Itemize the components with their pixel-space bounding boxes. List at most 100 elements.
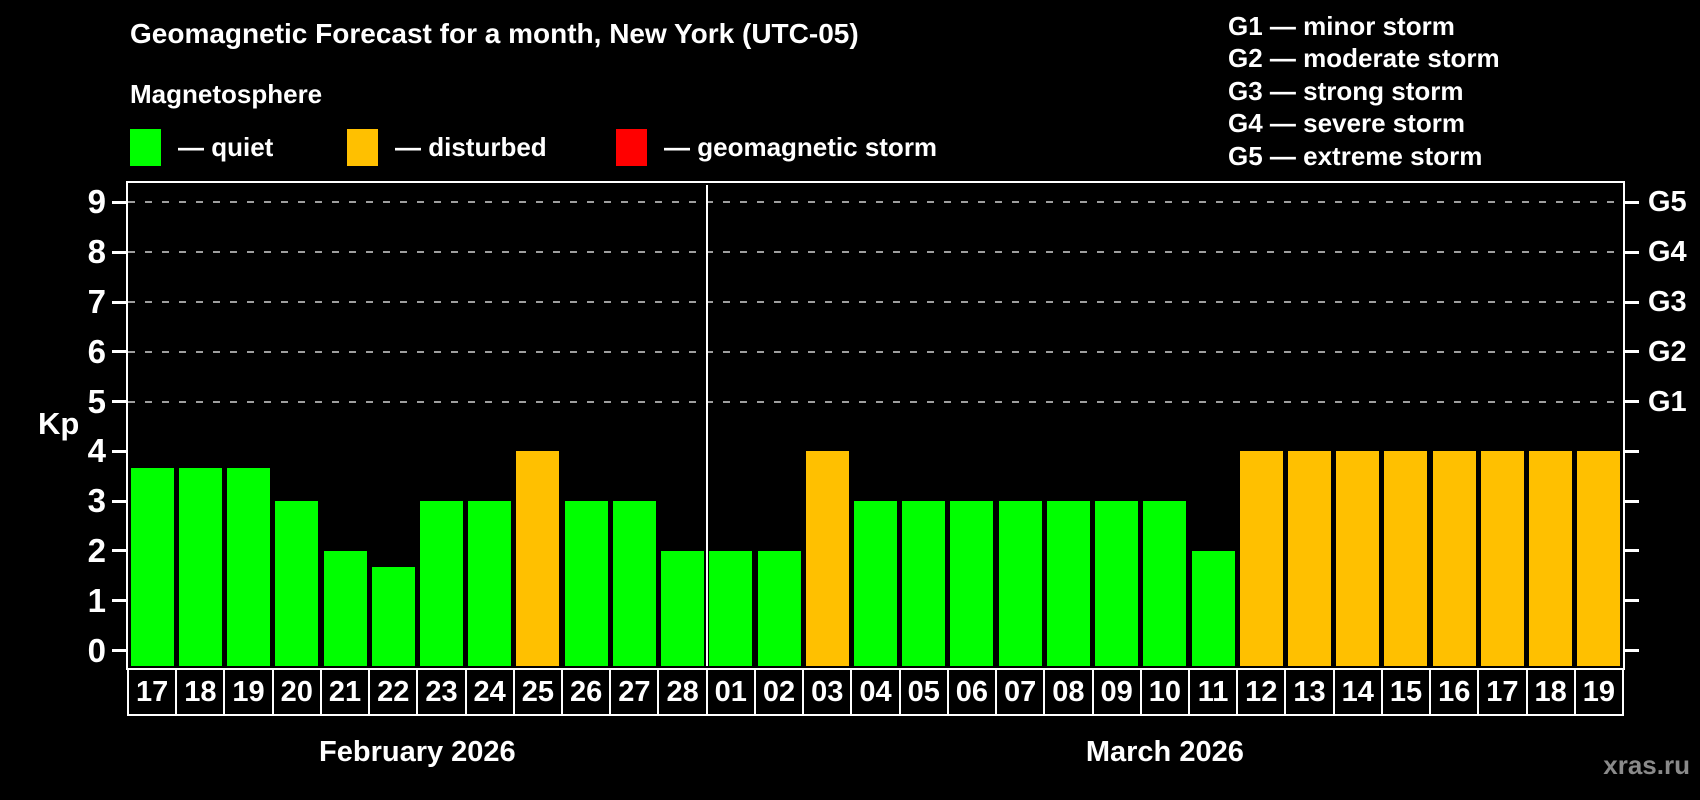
day-label-19: 19 xyxy=(223,668,274,716)
y-tick-label-9: 9 xyxy=(87,183,106,221)
right-axis-label-g4: G4 xyxy=(1648,236,1687,269)
bar-march-19 xyxy=(1577,451,1621,666)
right-axis-label-g3: G3 xyxy=(1648,286,1687,318)
legend-label-disturbed: — disturbed xyxy=(395,131,547,162)
left-axis-tick-9 xyxy=(112,200,127,204)
bar-march-09 xyxy=(1095,501,1139,666)
bar-march-04 xyxy=(854,501,897,666)
day-label-25: 25 xyxy=(512,668,564,716)
day-label-15: 15 xyxy=(1380,668,1432,716)
legend-item-disturbed: — disturbed xyxy=(347,127,547,167)
day-label-13: 13 xyxy=(1284,668,1335,716)
right-axis-tick-9 xyxy=(1624,200,1639,204)
y-tick-label-2: 2 xyxy=(87,531,106,569)
day-label-06: 06 xyxy=(946,668,998,716)
month-label-march: March 2026 xyxy=(1085,736,1244,768)
g-scale-legend: G1 — minor storm G2 — moderate storm G3 … xyxy=(1228,10,1500,172)
day-label-23: 23 xyxy=(416,668,467,716)
y-tick-label-1: 1 xyxy=(87,581,106,619)
bar-march-12 xyxy=(1239,451,1283,666)
bar-march-03 xyxy=(805,451,849,666)
day-label-19: 19 xyxy=(1573,668,1624,716)
left-axis-tick-2 xyxy=(112,549,127,553)
g-legend-line-g3: G3 — strong storm xyxy=(1228,75,1464,106)
day-label-04: 04 xyxy=(850,668,901,716)
y-tick-label-3: 3 xyxy=(87,482,106,520)
g-legend-line-g2: G2 — moderate storm xyxy=(1228,43,1500,74)
left-axis-tick-8 xyxy=(112,250,127,254)
day-label-17: 17 xyxy=(1477,668,1528,716)
bar-february-28 xyxy=(661,550,705,666)
gridline-kp9 xyxy=(128,201,1623,204)
left-axis-tick-5 xyxy=(112,400,127,404)
month-separator xyxy=(705,185,708,666)
bar-february-19 xyxy=(227,467,271,666)
y-axis-title: Kp xyxy=(38,406,80,441)
watermark: xras.ru xyxy=(1603,750,1690,780)
right-axis-tick-5 xyxy=(1624,400,1639,404)
bar-march-07 xyxy=(998,501,1042,666)
g-legend-line-g1: G1 — minor storm xyxy=(1228,11,1455,41)
bar-february-17 xyxy=(130,467,174,666)
y-tick-label-4: 4 xyxy=(87,432,106,470)
right-axis-label-g5: G5 xyxy=(1648,186,1687,219)
disturbed-color-swatch xyxy=(347,128,378,166)
day-label-28: 28 xyxy=(657,668,708,716)
quiet-color-swatch xyxy=(130,128,161,166)
y-tick-label-8: 8 xyxy=(87,233,106,271)
bar-february-18 xyxy=(178,467,222,666)
magnetosphere-legend-title: Magnetosphere xyxy=(130,79,323,109)
day-label-05: 05 xyxy=(898,668,949,716)
day-label-17: 17 xyxy=(127,668,178,716)
bar-february-25 xyxy=(516,451,560,666)
legend-label-storm: — geomagnetic storm xyxy=(664,131,938,162)
right-axis-tick-0 xyxy=(1624,649,1639,653)
left-axis-tick-0 xyxy=(112,649,127,653)
bar-march-18 xyxy=(1529,451,1573,666)
day-label-26: 26 xyxy=(561,668,612,716)
day-label-08: 08 xyxy=(1043,668,1094,716)
right-axis-tick-7 xyxy=(1624,300,1639,304)
bar-march-11 xyxy=(1191,550,1235,666)
left-axis-tick-7 xyxy=(112,300,127,304)
bar-march-01 xyxy=(709,550,753,666)
right-axis-tick-8 xyxy=(1624,250,1639,254)
right-axis-tick-6 xyxy=(1624,350,1639,354)
right-axis-tick-3 xyxy=(1624,499,1639,503)
bar-february-24 xyxy=(468,501,512,666)
bar-march-14 xyxy=(1336,451,1380,666)
bar-february-27 xyxy=(612,501,656,666)
g-legend-line-g4: G4 — severe storm xyxy=(1228,108,1466,139)
right-axis-tick-2 xyxy=(1624,549,1639,553)
day-label-16: 16 xyxy=(1429,668,1480,716)
y-tick-label-6: 6 xyxy=(87,332,106,370)
bar-march-10 xyxy=(1143,501,1187,666)
day-label-18: 18 xyxy=(175,668,226,716)
right-axis-tick-4 xyxy=(1624,449,1639,453)
day-label-12: 12 xyxy=(1236,668,1287,716)
bar-march-13 xyxy=(1288,451,1332,666)
y-tick-label-0: 0 xyxy=(87,631,106,669)
day-label-14: 14 xyxy=(1332,668,1383,716)
legend-item-storm: — geomagnetic storm xyxy=(616,127,937,167)
left-axis-tick-3 xyxy=(112,499,127,503)
gridline-kp6 xyxy=(128,350,1623,353)
day-label-07: 07 xyxy=(995,668,1046,716)
day-label-03: 03 xyxy=(802,668,853,716)
day-label-27: 27 xyxy=(609,668,660,716)
storm-color-swatch xyxy=(616,128,647,166)
bar-february-23 xyxy=(419,501,463,666)
day-label-20: 20 xyxy=(271,668,322,716)
bar-february-20 xyxy=(275,501,319,666)
right-axis-tick-1 xyxy=(1624,599,1639,603)
day-label-18: 18 xyxy=(1525,668,1576,716)
left-axis-tick-1 xyxy=(112,599,127,603)
gridline-kp7 xyxy=(128,301,1623,303)
day-label-24: 24 xyxy=(464,668,515,716)
day-label-21: 21 xyxy=(319,668,371,716)
legend-item-quiet: — quiet xyxy=(130,127,273,167)
day-label-01: 01 xyxy=(705,668,756,716)
legend-label-quiet: — quiet xyxy=(178,131,274,162)
month-label-february: February 2026 xyxy=(319,736,516,768)
